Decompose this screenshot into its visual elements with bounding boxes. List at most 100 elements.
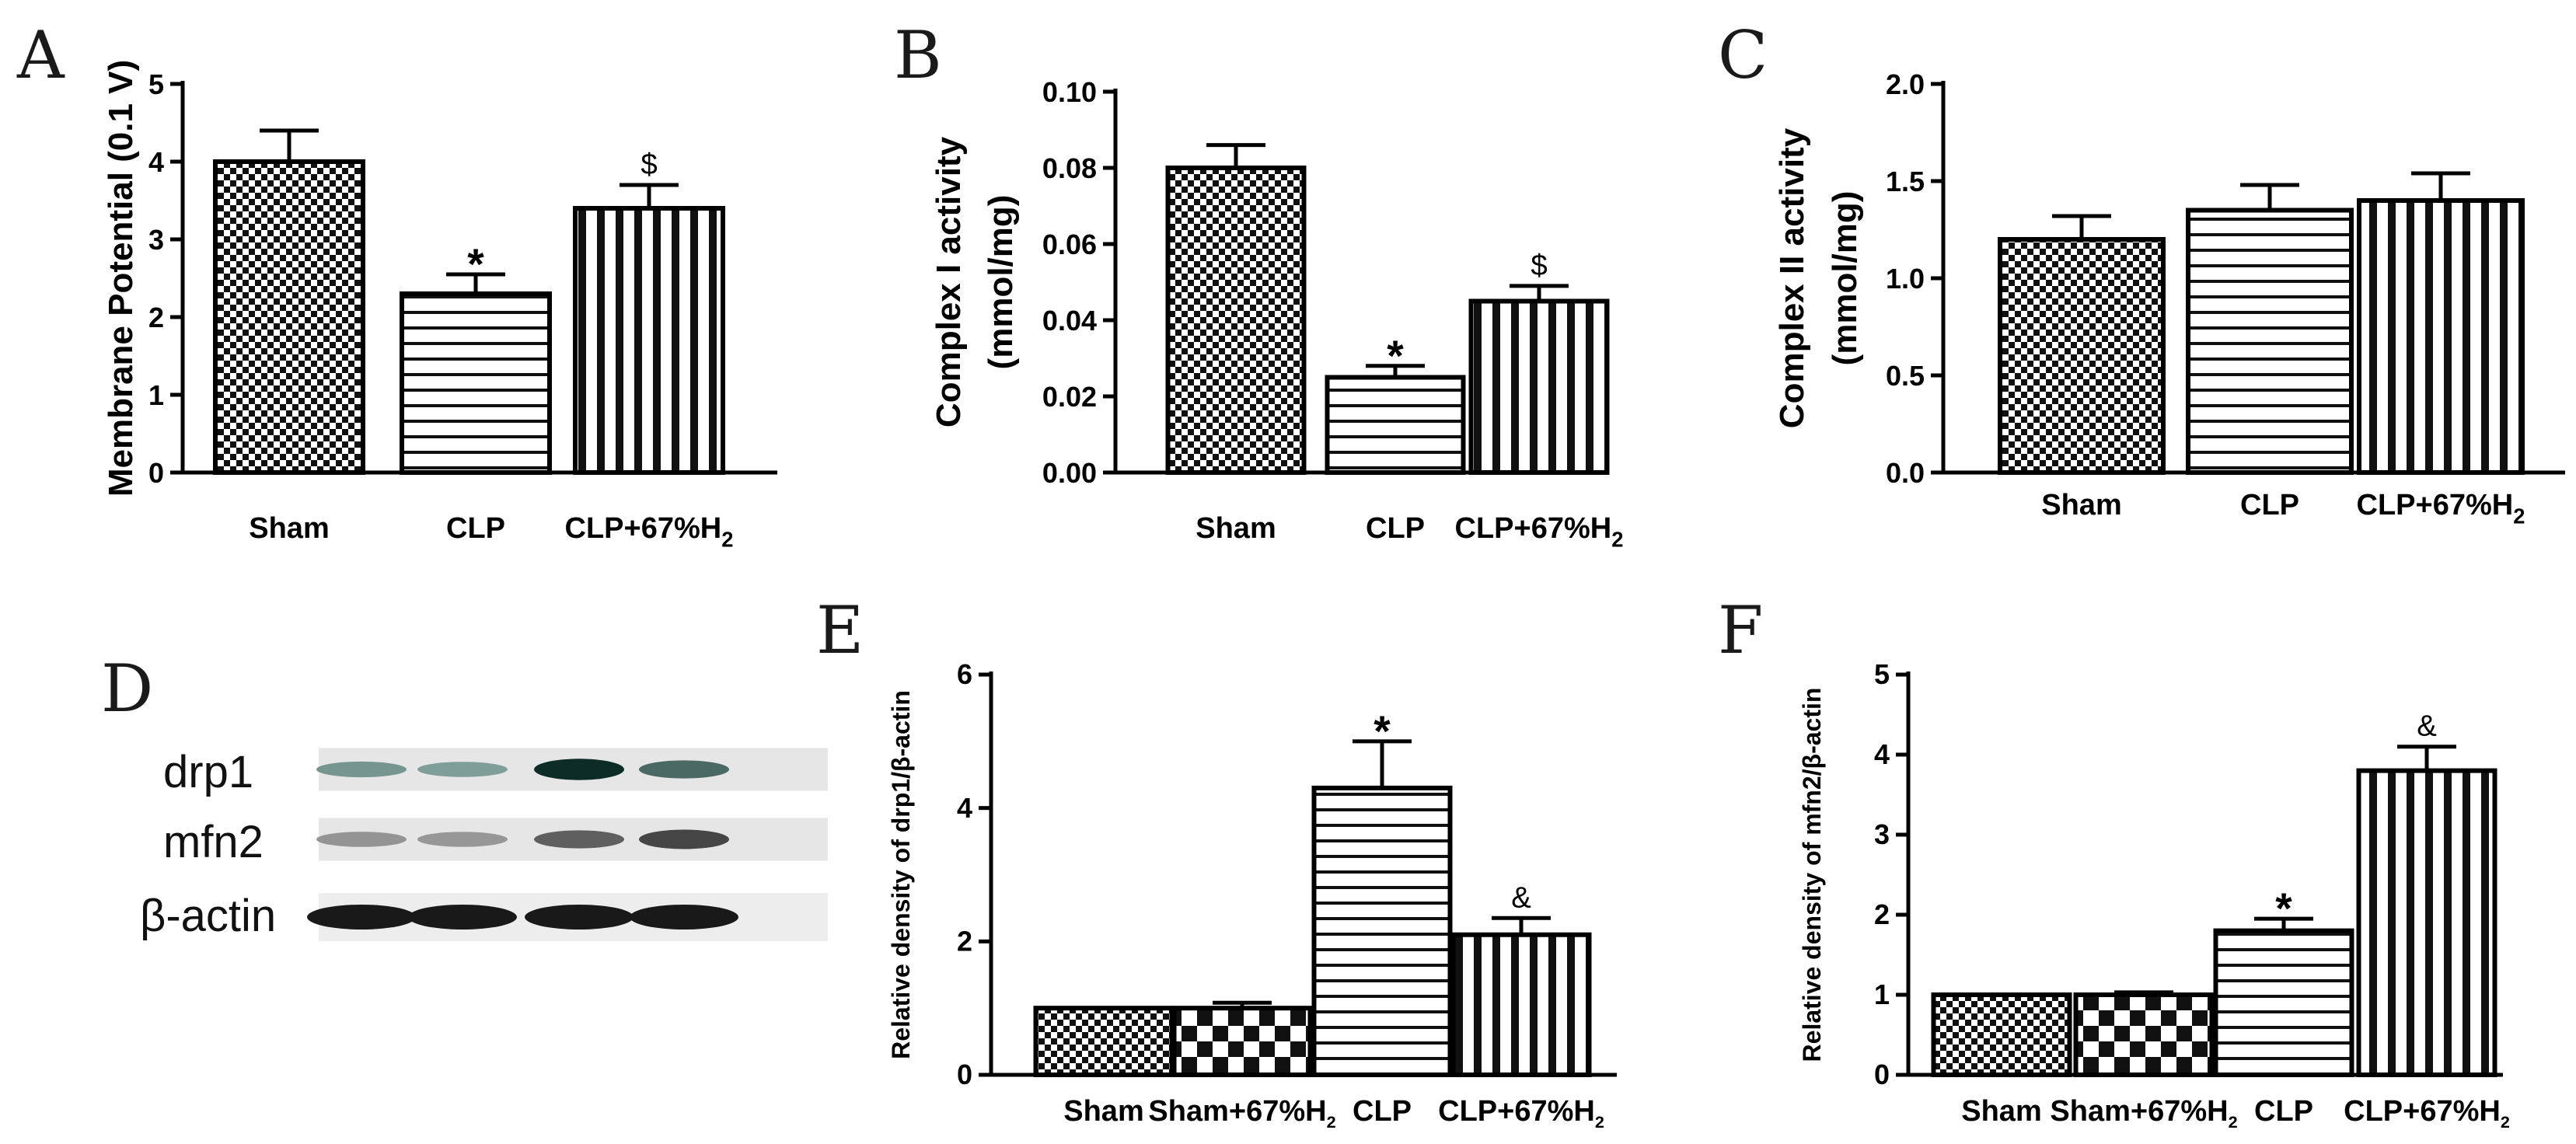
x-tick-label: Sham xyxy=(1961,1095,2041,1128)
y-tick-label: 0.08 xyxy=(1042,152,1097,184)
y-tick-label: 1 xyxy=(1874,978,1890,1010)
significance-marker: & xyxy=(2417,710,2437,743)
x-tick-label: Sham+67%H2 xyxy=(2050,1095,2237,1132)
x-tick-label: CLP xyxy=(1353,1095,1412,1128)
y-tick-label: 2 xyxy=(148,302,164,333)
y-axis-label: Complex I activity xyxy=(930,136,968,427)
blot-band xyxy=(639,760,729,779)
bar xyxy=(2073,992,2215,1077)
y-tick-label: 0.5 xyxy=(1886,360,1925,392)
blot-band xyxy=(408,905,517,930)
blot-band xyxy=(307,905,416,930)
significance-marker: $ xyxy=(641,148,657,181)
x-tick-label: CLP+67%H2 xyxy=(1438,1095,1604,1132)
significance-marker: & xyxy=(1511,881,1531,914)
bar xyxy=(213,159,365,475)
bar xyxy=(1171,1006,1313,1077)
significance-marker: * xyxy=(467,240,484,288)
blot-label-drp1: drp1 xyxy=(163,747,253,797)
bar xyxy=(573,206,725,475)
y-tick-label: 2 xyxy=(1874,898,1890,930)
y-tick-label: 2 xyxy=(957,926,972,957)
bar xyxy=(1931,992,2072,1077)
panel-label-a: A xyxy=(16,17,65,93)
chart-drp1-density: 0 2 4 6 Relative density of drp1/β-actin Sham… xyxy=(887,658,1617,1132)
significance-marker: * xyxy=(2275,884,2292,933)
y-tick-label: 0.0 xyxy=(1886,457,1925,489)
blot-band xyxy=(417,832,508,847)
bar xyxy=(2186,208,2354,475)
y-tick-label: 0.06 xyxy=(1042,228,1097,260)
y-tick-label: 4 xyxy=(1874,738,1890,770)
x-tick-label: Sham xyxy=(1196,512,1276,545)
x-tick-label: CLP xyxy=(446,512,505,545)
panel-label-d: D xyxy=(101,650,153,727)
blot-band xyxy=(316,832,407,847)
blot-label-beta-actin: β-actin xyxy=(140,891,276,941)
blot-band xyxy=(316,761,407,778)
bar xyxy=(2357,198,2525,475)
y-axis-label: Relative density of mfn2/β-actin xyxy=(1798,688,1826,1062)
blot-band xyxy=(639,829,729,849)
y-tick-label: 5 xyxy=(1874,658,1890,690)
bar xyxy=(2213,928,2354,1077)
y-tick-label: 4 xyxy=(957,792,972,824)
y-tick-label: 0.04 xyxy=(1042,305,1097,337)
blot-band xyxy=(417,762,508,777)
y-tick-label: 6 xyxy=(957,658,972,690)
y-tick-label: 0.00 xyxy=(1042,457,1097,489)
blot-band xyxy=(534,830,624,849)
x-tick-label: Sham+67%H2 xyxy=(1148,1095,1335,1132)
panel-label-c: C xyxy=(1718,17,1768,93)
blot-band xyxy=(630,905,738,930)
western-blot: drp1 mfn2 β-actin xyxy=(140,747,828,941)
bar xyxy=(1468,298,1610,475)
bar xyxy=(1033,1006,1175,1077)
blot-band xyxy=(534,759,624,780)
x-tick-label: CLP xyxy=(2240,489,2299,521)
y-tick-label: 1.5 xyxy=(1886,166,1925,197)
y-tick-label: 0 xyxy=(148,457,164,489)
y-tick-label: 3 xyxy=(148,224,164,256)
significance-marker: * xyxy=(1374,707,1391,755)
y-tick-label: 4 xyxy=(148,146,164,178)
x-tick-label: CLP xyxy=(2254,1095,2313,1128)
blot-band xyxy=(525,905,634,930)
y-tick-label: 2.0 xyxy=(1886,68,1925,100)
x-tick-label: Sham xyxy=(249,512,329,545)
x-tick-label: CLP xyxy=(1366,512,1425,545)
bar xyxy=(1325,375,1466,475)
x-tick-label: Sham xyxy=(2041,489,2121,521)
y-axis-label: Membrane Potential (0.1 V) xyxy=(102,60,140,497)
chart-mfn2-density: 0 1 2 3 4 5 Relative density of mfn2/β-actin Sh… xyxy=(1798,658,2510,1132)
panel-label-b: B xyxy=(894,17,942,93)
significance-marker: $ xyxy=(1531,249,1547,282)
y-axis-label-units: (mmol/mg) xyxy=(1826,191,1864,366)
y-tick-label: 0.02 xyxy=(1042,381,1097,413)
y-tick-label: 0 xyxy=(1874,1059,1890,1090)
bar xyxy=(1165,166,1307,475)
x-tick-label: CLP+67%H2 xyxy=(2357,489,2525,528)
y-tick-label: 0.10 xyxy=(1042,76,1097,108)
x-tick-label: Sham xyxy=(1063,1095,1143,1128)
panel-label-f: F xyxy=(1718,592,1763,668)
chart-complex-ii-activity: 0.0 0.5 1.0 1.5 2.0 Complex II activity (mmol/… xyxy=(1773,68,2565,528)
y-tick-label: 1.0 xyxy=(1886,263,1925,295)
x-tick-label: CLP+67%H2 xyxy=(2344,1095,2510,1132)
y-axis-label: Complex II activity xyxy=(1773,127,1811,428)
x-tick-label: CLP+67%H2 xyxy=(565,512,734,551)
bar xyxy=(400,291,552,475)
y-tick-label: 5 xyxy=(148,68,164,100)
significance-marker: * xyxy=(1387,332,1404,380)
bar xyxy=(2356,768,2497,1077)
panel-label-e: E xyxy=(816,592,864,668)
bar xyxy=(1311,785,1453,1078)
y-tick-label: 3 xyxy=(1874,818,1890,850)
y-tick-label: 0 xyxy=(957,1059,972,1090)
bar xyxy=(1450,932,1592,1077)
y-axis-label-units: (mmol/mg) xyxy=(982,195,1020,370)
y-axis-label: Relative density of drp1/β-actin xyxy=(887,690,915,1059)
chart-complex-i-activity: 0.00 0.02 0.04 0.06 0.08 0.10 Complex I activi… xyxy=(930,76,1623,551)
